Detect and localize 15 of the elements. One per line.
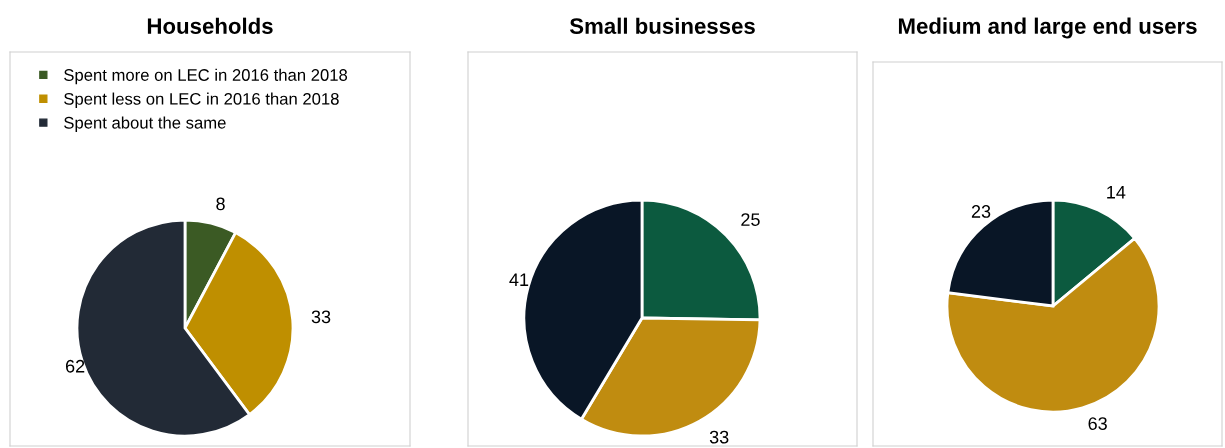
data-label: 33	[709, 430, 729, 444]
data-label: 33	[311, 310, 331, 324]
legend-label: Spent about the same	[64, 116, 226, 132]
data-label: 25	[741, 213, 760, 226]
data-label: 14	[1107, 186, 1126, 199]
data-label: 62	[65, 359, 85, 373]
chart-title: Households	[147, 17, 273, 34]
data-label: 41	[509, 273, 529, 286]
legend-label: Spent more on LEC in 2016 than 2018	[64, 68, 348, 85]
legend-label: Spent less on LEC in 2016 than 2018	[64, 92, 339, 109]
chart-title: Medium and large end users	[898, 17, 1197, 39]
data-label: 23	[971, 205, 991, 218]
data-label: 63	[1088, 417, 1107, 430]
chart-title: Small businesses	[569, 17, 755, 34]
data-label: 8	[216, 197, 225, 211]
